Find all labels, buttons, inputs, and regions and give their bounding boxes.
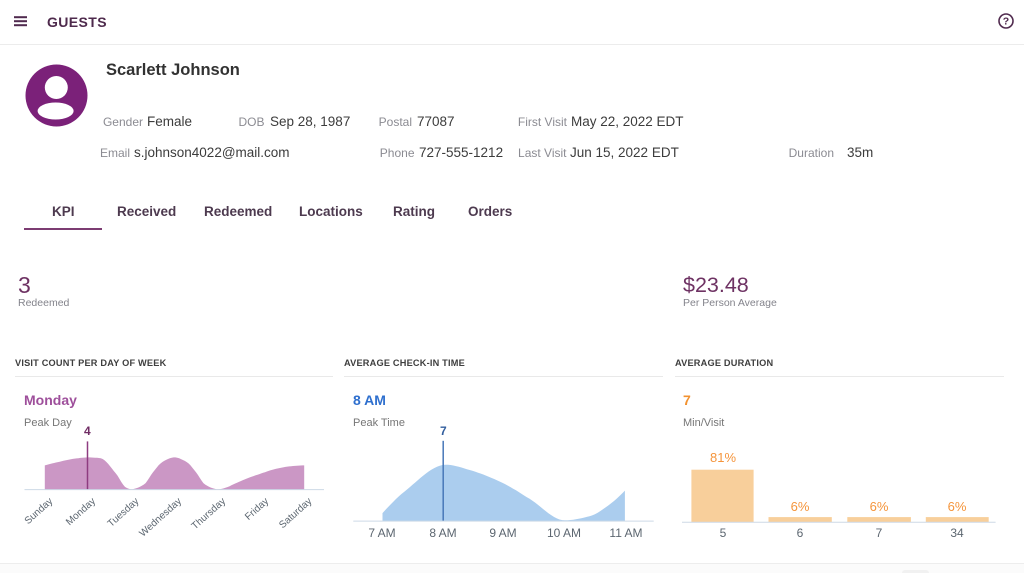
svg-text:?: ? (1003, 16, 1009, 28)
